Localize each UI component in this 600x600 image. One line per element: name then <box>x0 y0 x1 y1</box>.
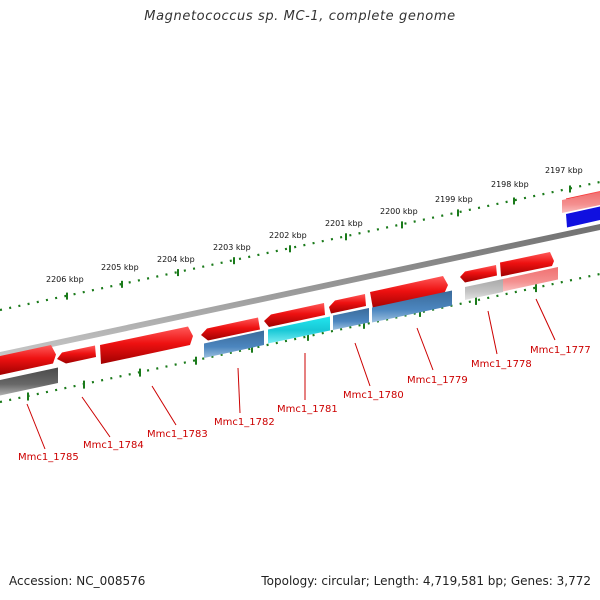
gene-arrow-mmc1-1784[interactable] <box>57 345 96 364</box>
tick-label: 2205 kbp <box>101 263 139 272</box>
genome-backbone <box>0 224 600 358</box>
gene-block-mmc1-1781[interactable] <box>268 316 330 344</box>
tick-label: 2201 kbp <box>325 219 363 228</box>
gene-arrow-forward[interactable] <box>0 345 56 375</box>
gene-block-reverse[interactable] <box>566 206 600 228</box>
gene-label[interactable]: Mmc1_1784 <box>83 440 144 451</box>
scale-major-ticks <box>27 185 571 401</box>
gene-label[interactable]: Mmc1_1785 <box>18 452 79 463</box>
tick-label: 2198 kbp <box>491 180 529 189</box>
gene-arrow-forward[interactable] <box>264 303 325 327</box>
gene-label[interactable]: Mmc1_1783 <box>147 429 208 440</box>
tick-label: 2206 kbp <box>46 275 84 284</box>
tick-label: 2197 kbp <box>545 166 583 175</box>
gene-arrow-mmc1-1783[interactable] <box>100 326 193 365</box>
gene-block-mmc1-1779[interactable] <box>372 290 452 323</box>
gene-block-reverse[interactable] <box>562 192 600 213</box>
map-title: Magnetococcus sp. MC-1, complete genome <box>144 9 456 24</box>
gene-block-mmc1-1785[interactable] <box>0 367 58 396</box>
tick-label: 2202 kbp <box>269 231 307 240</box>
reverse-strand-track <box>0 192 600 396</box>
topology-summary-text: Topology: circular; Length: 4,719,581 bp… <box>261 574 591 588</box>
gene-label[interactable]: Mmc1_1781 <box>277 404 338 415</box>
gene-label[interactable]: Mmc1_1780 <box>343 390 404 401</box>
gene-label[interactable]: Mmc1_1777 <box>530 345 591 356</box>
accession-text: Accession: NC_008576 <box>9 574 146 588</box>
gene-block-mmc1-1780[interactable] <box>333 308 369 330</box>
gene-block-mmc1-1778[interactable] <box>465 279 503 300</box>
gene-arrow-forward[interactable] <box>201 317 260 341</box>
label-leaders <box>26 298 556 450</box>
gene-label[interactable]: Mmc1_1782 <box>214 417 275 428</box>
gene-label[interactable]: Mmc1_1779 <box>407 375 468 386</box>
scale-labels: 2206 kbp 2205 kbp 2204 kbp 2203 kbp 2202… <box>46 166 583 284</box>
gene-label[interactable]: Mmc1_1778 <box>471 359 532 370</box>
gene-arrow-forward[interactable] <box>460 265 497 283</box>
gene-arrow-forward[interactable] <box>500 252 554 277</box>
forward-strand-track <box>0 191 600 375</box>
tick-label: 2200 kbp <box>380 207 418 216</box>
tick-label: 2204 kbp <box>157 255 195 264</box>
tick-label: 2199 kbp <box>435 195 473 204</box>
gene-arrow-forward[interactable] <box>370 276 448 309</box>
tick-label: 2203 kbp <box>213 243 251 252</box>
gene-labels: Mmc1_1785 Mmc1_1784 Mmc1_1783 Mmc1_1782 … <box>18 345 591 463</box>
gene-block-mmc1-1782[interactable] <box>204 330 264 359</box>
gene-arrow-forward[interactable] <box>329 294 366 314</box>
gene-block-mmc1-1777[interactable] <box>503 267 558 292</box>
